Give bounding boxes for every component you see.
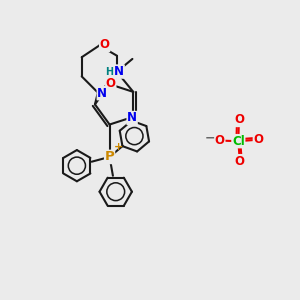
Text: +: + xyxy=(114,142,123,152)
Text: −: − xyxy=(205,132,215,145)
Text: O: O xyxy=(106,76,116,89)
Text: O: O xyxy=(234,113,244,127)
Text: O: O xyxy=(235,155,245,168)
Text: O: O xyxy=(215,134,225,147)
Text: P: P xyxy=(105,150,115,164)
Text: N: N xyxy=(97,87,107,100)
Text: H: H xyxy=(105,67,113,76)
Text: N: N xyxy=(114,65,124,78)
Text: O: O xyxy=(100,38,110,51)
Text: O: O xyxy=(254,133,263,146)
Text: N: N xyxy=(127,112,137,124)
Text: Cl: Cl xyxy=(232,135,245,148)
